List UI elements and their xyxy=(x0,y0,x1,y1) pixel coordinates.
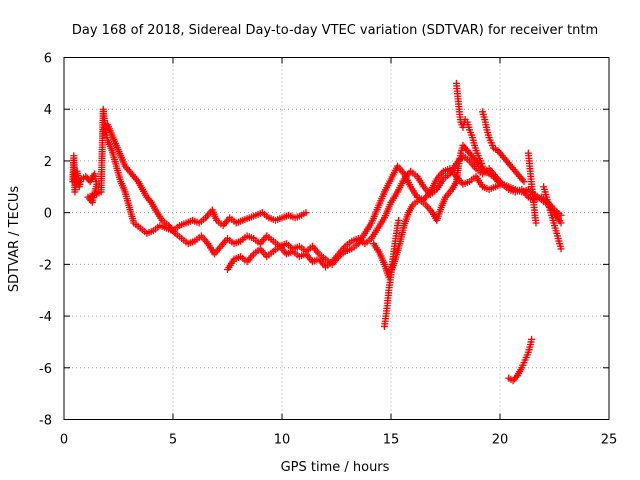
x-axis-label: GPS time / hours xyxy=(281,460,390,475)
y-axis-label: SDTVAR / TECUs xyxy=(7,186,22,293)
x-tick-label: 0 xyxy=(60,433,68,448)
y-tick-label: 4 xyxy=(44,103,52,118)
y-tick-label: -2 xyxy=(39,258,52,273)
data-point xyxy=(479,162,487,170)
data-point xyxy=(302,209,310,217)
data-markers xyxy=(69,79,565,385)
y-tick-label: 2 xyxy=(44,155,52,170)
data-point xyxy=(494,178,502,186)
y-tick-label: -6 xyxy=(39,362,52,377)
data-point xyxy=(520,178,528,186)
y-tick-label: -8 xyxy=(39,414,52,429)
x-tick-label: 20 xyxy=(492,433,509,448)
x-tick-label: 15 xyxy=(383,433,400,448)
plot-border xyxy=(63,57,610,420)
chart-title: Day 168 of 2018, Sidereal Day-to-day VTE… xyxy=(72,23,598,38)
y-tick-label: 0 xyxy=(44,207,52,222)
y-tick-label: -4 xyxy=(39,310,52,325)
axis-ticks: 0 5 10 15 20 25 -8 -6 -4 -2 0 2 4 6 xyxy=(39,52,617,448)
data-point xyxy=(528,335,536,343)
x-tick-label: 5 xyxy=(169,433,177,448)
x-tick-label: 25 xyxy=(601,433,618,448)
data-point xyxy=(557,219,565,227)
data-point xyxy=(532,219,540,227)
data-point xyxy=(557,245,565,253)
grid-lines xyxy=(64,57,609,420)
data-point xyxy=(395,216,403,224)
y-tick-label: 6 xyxy=(44,52,52,67)
x-tick-label: 10 xyxy=(274,433,291,448)
